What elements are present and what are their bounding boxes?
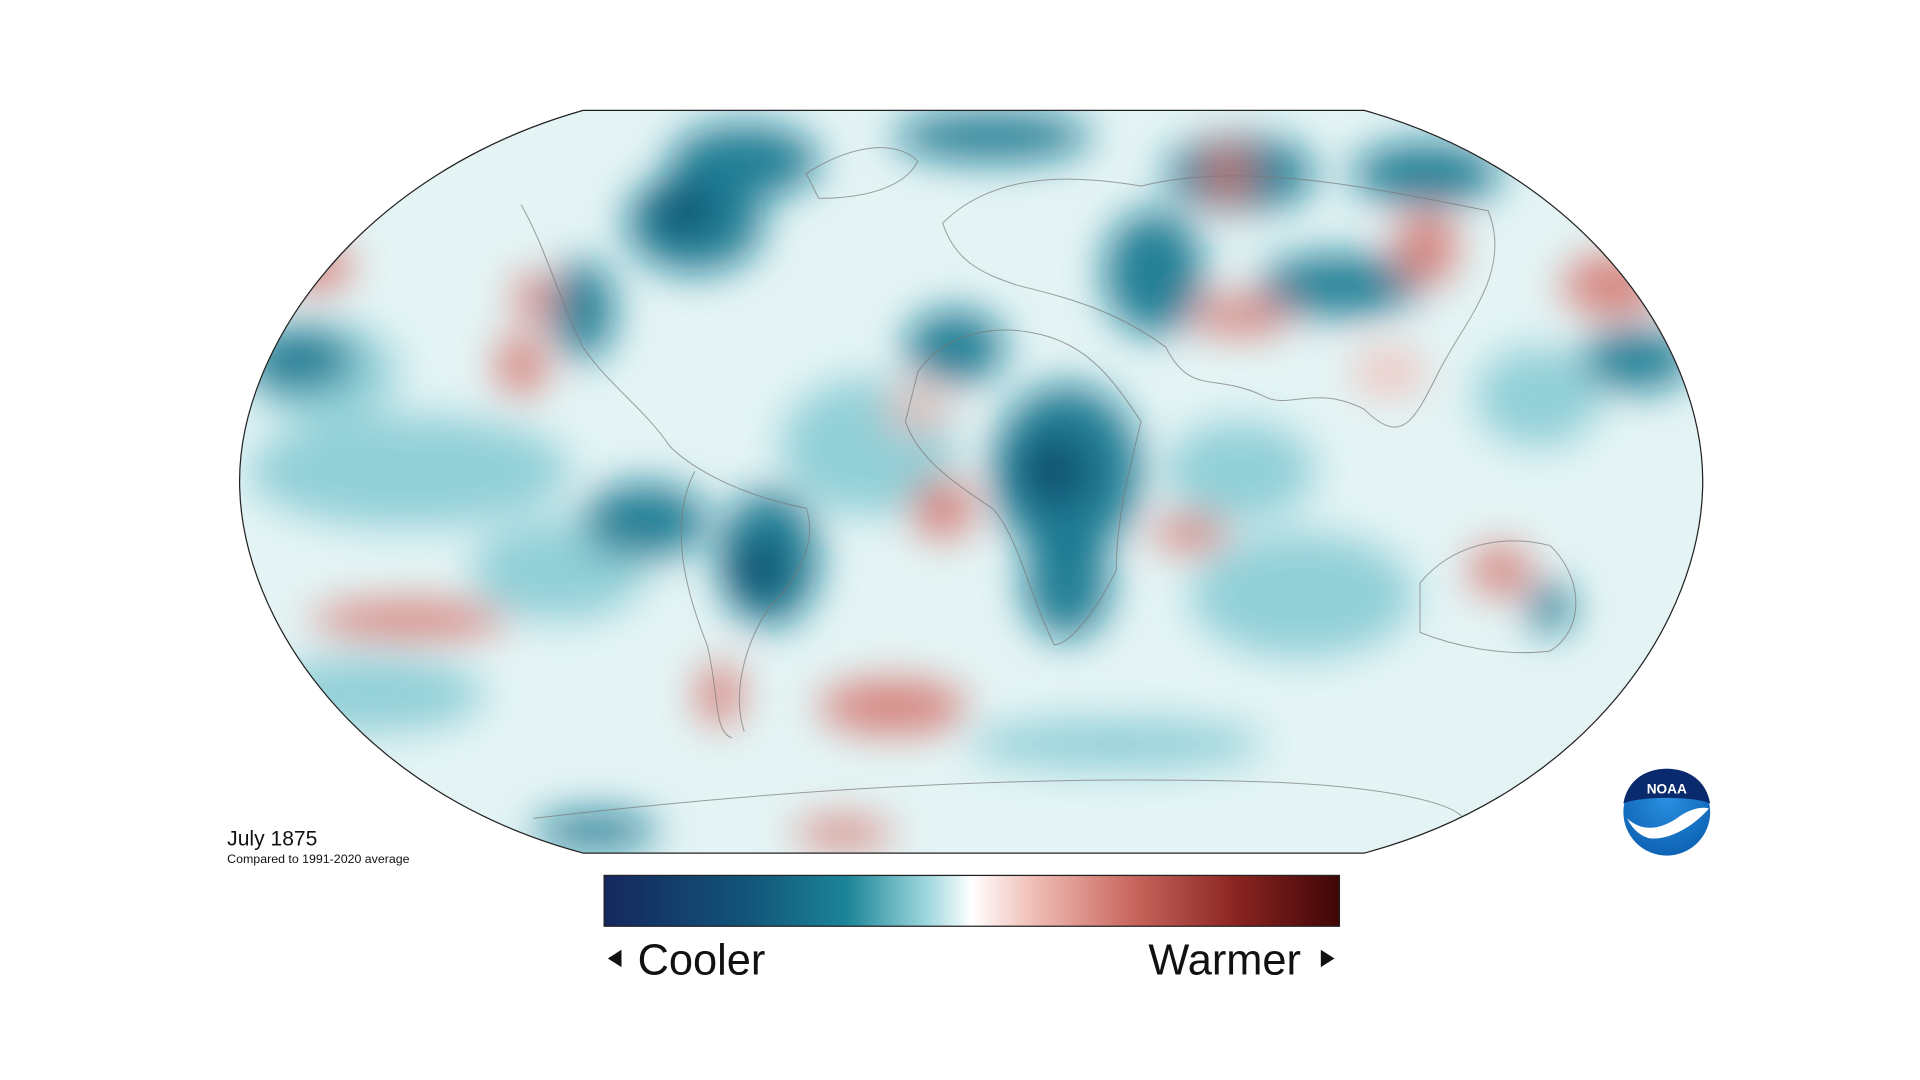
logo-text: NOAA (1647, 782, 1687, 797)
legend-high-label: Warmer (1148, 937, 1301, 985)
map-outline (238, 109, 1704, 854)
arrow-right (1320, 949, 1335, 968)
anomaly-patch (886, 384, 949, 434)
logo-wave (1627, 807, 1709, 839)
logo-top (1623, 768, 1711, 804)
anomaly-patch (1023, 526, 1111, 639)
anomaly-patch (1190, 533, 1414, 658)
anomaly-patch (818, 679, 968, 735)
anomaly-patch (793, 818, 894, 849)
anomaly-patch (1103, 210, 1204, 335)
map-title: July 1875 (227, 828, 317, 851)
anomaly-patch (1581, 328, 1693, 391)
coastlines (520, 147, 1577, 819)
anomaly-patch (533, 812, 658, 850)
anomaly-patch (248, 415, 571, 527)
anomaly-patch (1258, 254, 1421, 317)
anomaly-patch (967, 719, 1266, 769)
anomaly-patch (651, 185, 714, 236)
anomaly-patch (260, 657, 484, 732)
anomaly-patch (1205, 142, 1251, 205)
anomaly-patch (310, 601, 509, 639)
anomaly-patch (893, 111, 1092, 162)
anomaly-patch (1017, 433, 1092, 509)
anomaly-patch (669, 123, 819, 199)
anomaly-patch (496, 334, 546, 397)
map-subtitle: Compared to 1991-2020 average (227, 852, 409, 866)
anomaly-patch (725, 539, 788, 602)
arrow-left (607, 949, 622, 968)
legend-low-label: Cooler (638, 937, 766, 985)
anomaly-patch (1475, 347, 1600, 447)
noaa-logo: NOAA (1623, 768, 1711, 856)
anomaly-patch (697, 663, 742, 726)
anomaly-patch (1190, 297, 1290, 335)
anomaly-patch (1395, 210, 1458, 286)
anomaly-patch (905, 309, 1005, 385)
anomaly-patch (1469, 545, 1532, 596)
anomaly-patch (242, 328, 354, 391)
anomaly-field (242, 111, 1693, 850)
anomaly-patch (911, 477, 974, 540)
anomaly-patch (552, 260, 615, 360)
anomaly-patch (281, 241, 352, 292)
anomaly-patch (1165, 421, 1315, 521)
anomaly-patch (1153, 514, 1228, 552)
anomaly-patch (514, 272, 553, 323)
anomaly-patch (1351, 142, 1501, 205)
anomaly-patch (1351, 347, 1427, 397)
colorbar (603, 874, 1341, 927)
anomaly-patch (1527, 582, 1573, 633)
map-area (239, 110, 1703, 854)
anomaly-patch (583, 483, 708, 558)
